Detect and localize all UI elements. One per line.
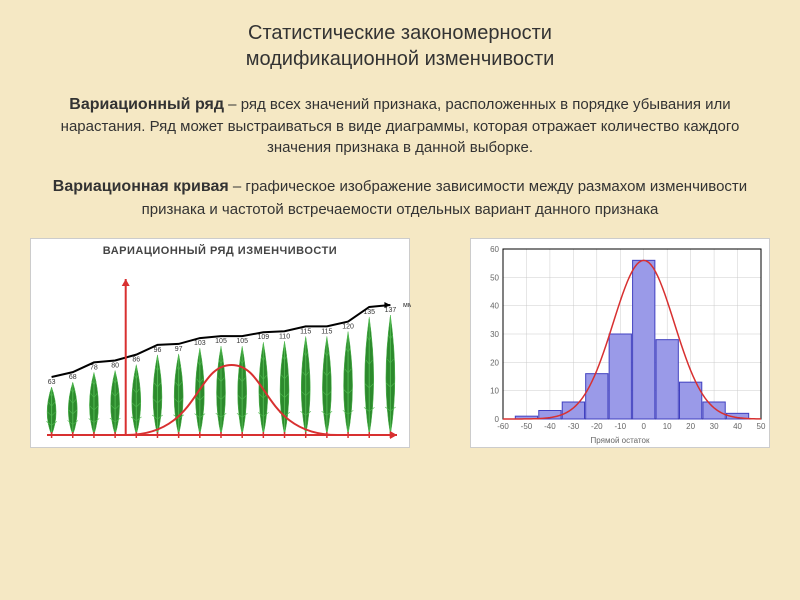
svg-text:105: 105 <box>236 338 248 345</box>
svg-text:30: 30 <box>490 330 499 339</box>
svg-text:-50: -50 <box>521 422 533 431</box>
svg-text:96: 96 <box>154 347 162 354</box>
svg-text:20: 20 <box>490 358 499 367</box>
svg-text:-30: -30 <box>568 422 580 431</box>
svg-text:-20: -20 <box>591 422 603 431</box>
svg-text:40: 40 <box>490 301 499 310</box>
histogram-svg: 0102030405060-60-50-40-30-20-10010203040… <box>471 239 771 449</box>
histogram-xlabel: Прямой остаток <box>471 436 769 445</box>
title-line-2: модификационной изменчивости <box>246 48 555 70</box>
title-line-1: Статистические закономерности <box>248 22 552 44</box>
term2-name: Вариационная кривая <box>53 178 229 195</box>
svg-text:86: 86 <box>132 356 140 363</box>
svg-text:10: 10 <box>490 386 499 395</box>
page-title: Статистические закономерности модификаци… <box>30 20 770 72</box>
term2-block: Вариационная кривая – графическое изобра… <box>30 176 770 219</box>
svg-text:-60: -60 <box>497 422 509 431</box>
svg-text:-40: -40 <box>544 422 556 431</box>
leaf-chart-title: ВАРИАЦИОННЫЙ РЯД ИЗМЕНЧИВОСТИ <box>31 245 409 257</box>
term1-name: Вариационный ряд <box>69 96 224 113</box>
svg-text:мм: мм <box>403 302 411 309</box>
svg-text:68: 68 <box>69 374 77 381</box>
svg-text:-10: -10 <box>614 422 626 431</box>
histogram-chart: 0102030405060-60-50-40-30-20-10010203040… <box>470 238 770 448</box>
svg-text:105: 105 <box>215 338 227 345</box>
svg-text:120: 120 <box>342 323 354 330</box>
svg-text:30: 30 <box>710 422 719 431</box>
svg-text:110: 110 <box>279 333 290 340</box>
svg-text:109: 109 <box>258 334 270 341</box>
svg-text:80: 80 <box>111 362 119 369</box>
svg-text:115: 115 <box>300 328 311 335</box>
svg-text:97: 97 <box>175 346 183 353</box>
svg-text:60: 60 <box>490 245 499 254</box>
svg-text:137: 137 <box>385 307 397 314</box>
svg-text:50: 50 <box>490 273 499 282</box>
term2-def: – графическое изображение зависимости ме… <box>142 178 748 217</box>
svg-text:40: 40 <box>733 422 742 431</box>
svg-text:20: 20 <box>686 422 695 431</box>
leaf-chart-svg: 63 68 78 80 86 96 97 103 105 105 109 110 115 115 120 13… <box>31 239 411 449</box>
svg-text:50: 50 <box>757 422 766 431</box>
svg-text:103: 103 <box>194 340 206 347</box>
svg-text:115: 115 <box>321 328 332 335</box>
svg-text:10: 10 <box>663 422 672 431</box>
figures-row: ВАРИАЦИОННЫЙ РЯД ИЗМЕНЧИВОСТИ 63 68 78 80 86… <box>30 238 770 448</box>
leaf-variation-chart: ВАРИАЦИОННЫЙ РЯД ИЗМЕНЧИВОСТИ 63 68 78 80 86… <box>30 238 410 448</box>
term1-block: Вариационный ряд – ряд всех значений при… <box>30 94 770 158</box>
svg-text:63: 63 <box>48 379 56 386</box>
svg-text:78: 78 <box>90 364 98 371</box>
svg-text:0: 0 <box>642 422 647 431</box>
